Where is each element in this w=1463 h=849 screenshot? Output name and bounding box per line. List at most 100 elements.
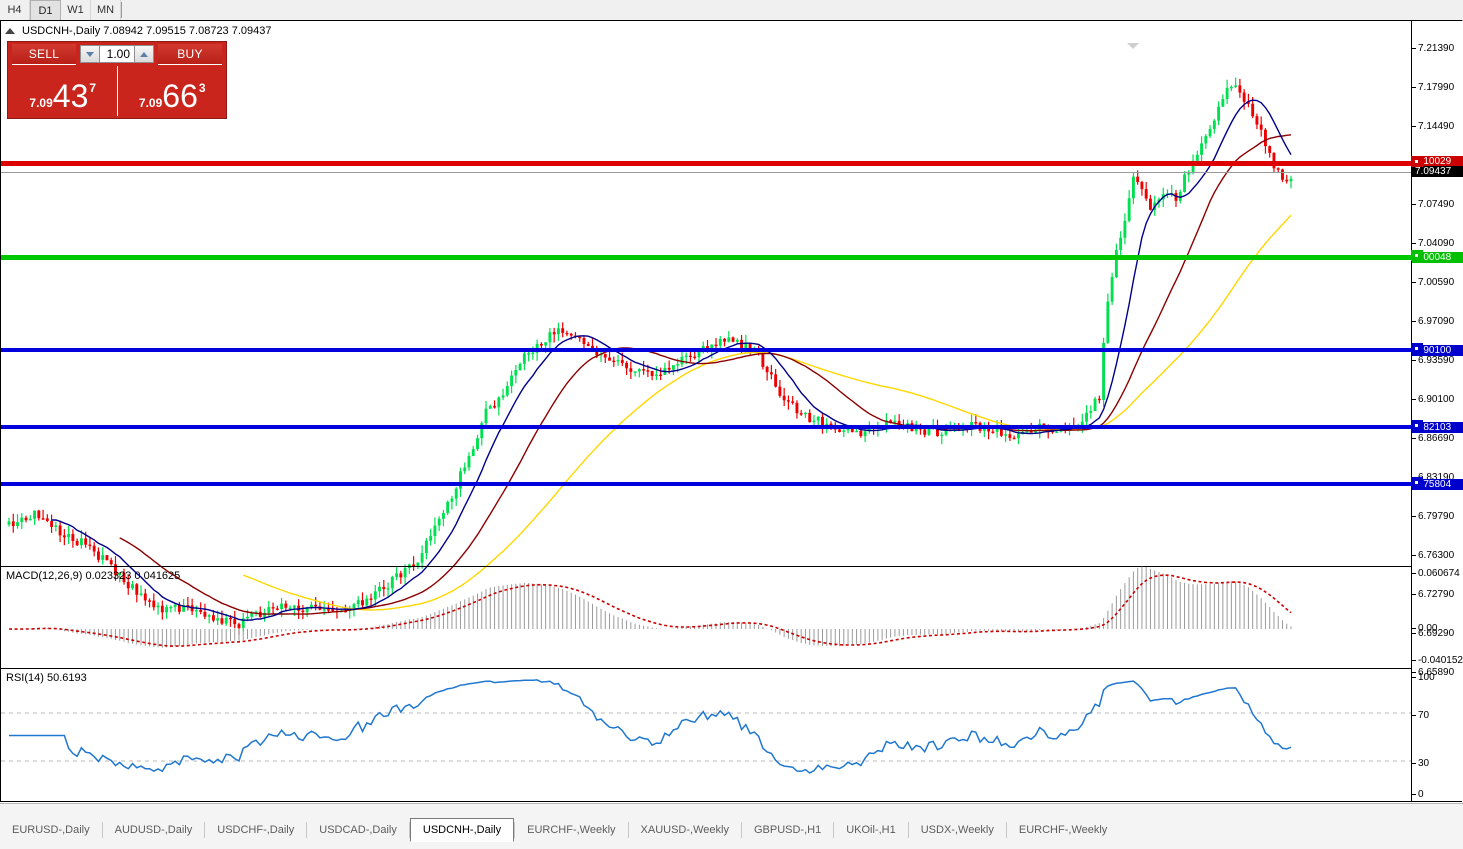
price-tick: 7.00590: [1412, 276, 1463, 288]
macd-series: [8, 566, 1292, 648]
chart-tab-audusd--daily[interactable]: AUDUSD-,Daily: [114, 824, 193, 836]
tab-divider: [627, 822, 629, 838]
oct-price-row: 7.09 43 7 7.09 66 3: [8, 66, 226, 116]
price-scale[interactable]: 7.213907.179907.144907.109907.074907.040…: [1411, 21, 1463, 801]
tab-divider: [204, 822, 206, 838]
tab-divider: [408, 822, 410, 838]
level-line-bid: [1, 172, 1411, 173]
indicator-tick: 0.060674: [1412, 567, 1463, 579]
timeframe-d1[interactable]: D1: [30, 0, 61, 20]
rsi-pane[interactable]: RSI(14) 50.6193: [1, 668, 1411, 801]
price-tick: 6.93590: [1412, 354, 1463, 366]
ask-price-button[interactable]: 7.09 66 3: [118, 66, 227, 116]
price-tick: 7.17990: [1412, 81, 1463, 93]
price-level-badge-support-6.90100[interactable]: 6.90100: [1412, 345, 1463, 356]
price-tick: 6.76300: [1412, 549, 1463, 561]
buy-button[interactable]: BUY: [158, 43, 222, 65]
rsi-series: [1, 679, 1411, 774]
price-tick: 6.90100: [1412, 393, 1463, 405]
chart-tab-eurusd--daily[interactable]: EURUSD-,Daily: [12, 824, 90, 836]
chart-tab-xauusd--weekly[interactable]: XAUUSD-,Weekly: [640, 824, 729, 836]
indicator-tick: 100: [1412, 671, 1463, 683]
volume-decrease-button[interactable]: [80, 45, 100, 63]
triangle-up-icon[interactable]: [5, 28, 15, 34]
rsi-label: RSI(14) 50.6193: [6, 672, 87, 684]
ask-price-fraction: 3: [198, 81, 206, 95]
bid-price-main: 43: [52, 78, 89, 114]
price-tick: 7.21390: [1412, 42, 1463, 54]
level-line-7000[interactable]: [1, 255, 1411, 260]
chart-header: USDCNH-,Daily 7.08942 7.09515 7.08723 7.…: [5, 25, 272, 37]
price-level-badge-support-7.00048[interactable]: 7.00048: [1412, 252, 1463, 263]
chart-tab-usdcad--daily[interactable]: USDCAD-,Daily: [319, 824, 397, 836]
ask-price-prefix: 7.09: [138, 96, 163, 110]
level-arrow-marker[interactable]: [1411, 250, 1423, 261]
toolbar-divider: [121, 2, 122, 18]
level-line-6821[interactable]: [1, 425, 1411, 429]
chart-tab-usdchf--daily[interactable]: USDCHF-,Daily: [217, 824, 295, 836]
price-tick: 7.07490: [1412, 198, 1463, 210]
price-tick: 6.97090: [1412, 315, 1463, 327]
price-tick: 6.72790: [1412, 588, 1463, 600]
volume-stepper[interactable]: 1.00: [80, 45, 154, 63]
tab-divider: [907, 822, 909, 838]
volume-input[interactable]: 1.00: [100, 45, 134, 63]
level-line-6758[interactable]: [1, 482, 1411, 486]
chart-symbol-ohlc: USDCNH-,Daily 7.08942 7.09515 7.08723 7.…: [22, 25, 272, 37]
indicator-tick: 70: [1412, 709, 1463, 721]
price-tick: 6.65890: [1412, 666, 1463, 678]
tab-divider: [101, 822, 103, 838]
level-arrow-marker[interactable]: [1411, 343, 1423, 354]
chart-frame[interactable]: USDCNH-,Daily 7.08942 7.09515 7.08723 7.…: [0, 20, 1463, 822]
chart-tab-gbpusd--h1[interactable]: GBPUSD-,H1: [753, 824, 822, 836]
chart-tab-ukoil--h1[interactable]: UKOil-,H1: [846, 824, 896, 836]
sell-button[interactable]: SELL: [12, 43, 76, 65]
price-tick: 6.79790: [1412, 510, 1463, 522]
timeframe-mn[interactable]: MN: [91, 0, 121, 20]
price-level-badge-ask-line[interactable]: 7.10029: [1412, 156, 1463, 167]
price-level-badge-support-6.82103[interactable]: 6.82103: [1412, 422, 1463, 433]
chevron-up-icon: [140, 51, 148, 57]
tab-divider: [306, 822, 308, 838]
tab-divider: [740, 822, 742, 838]
chart-tab-eurchf--weekly[interactable]: EURCHF-,Weekly: [527, 824, 616, 836]
level-arrow-marker[interactable]: [1411, 420, 1423, 431]
tab-divider: [1005, 822, 1007, 838]
level-line-ask[interactable]: [1, 161, 1411, 166]
one-click-trading-panel[interactable]: SELL 1.00 BUY 7.09 43 7 7.09 66 3: [7, 41, 227, 119]
oct-controls-row: SELL 1.00 BUY: [8, 42, 226, 66]
chevron-down-icon: [86, 51, 94, 57]
bid-price-prefix: 7.09: [29, 96, 53, 110]
price-level-badge-support-6.75804[interactable]: 6.75804: [1412, 479, 1463, 490]
macd-pane[interactable]: MACD(12,26,9) 0.023323 0.041625: [1, 566, 1411, 668]
price-tick: 6.86690: [1412, 432, 1463, 444]
macd-label: MACD(12,26,9) 0.023323 0.041625: [6, 570, 181, 582]
indicator-tick: 0: [1412, 788, 1463, 800]
ask-price-main: 66: [162, 78, 198, 114]
timeframe-w1[interactable]: W1: [61, 0, 91, 20]
price-tick: 6.69290: [1412, 627, 1463, 639]
price-tick: 7.04090: [1412, 237, 1463, 249]
timeframe-h4[interactable]: H4: [0, 0, 30, 20]
indicator-tick: 0.00: [1412, 622, 1463, 634]
timeframe-toolbar: H4 D1 W1 MN: [0, 0, 1463, 21]
volume-increase-button[interactable]: [134, 45, 154, 63]
bid-price-button[interactable]: 7.09 43 7: [8, 66, 118, 116]
indicator-tick: 30: [1412, 757, 1463, 769]
chart-tab-usdx--weekly[interactable]: USDX-,Weekly: [920, 824, 994, 836]
chart-tab-eurchf--weekly[interactable]: EURCHF-,Weekly: [1018, 824, 1108, 836]
chart-tab-bar: EURUSD-,Daily AUDUSD-,Daily USDCHF-,Daily U…: [0, 803, 1463, 849]
price-level-badge-bid-line[interactable]: 7.09437: [1412, 166, 1463, 177]
bid-price-fraction: 7: [89, 81, 97, 95]
level-arrow-marker[interactable]: [1411, 156, 1423, 167]
chart-tab-usdcnh--daily[interactable]: USDCNH-,Daily: [409, 818, 515, 842]
chart-scroll-handle[interactable]: [1127, 43, 1139, 50]
level-line-6901[interactable]: [1, 348, 1411, 352]
tab-divider: [514, 822, 516, 838]
tab-divider: [833, 822, 835, 838]
indicator-tick: -0.040152: [1412, 654, 1463, 666]
price-pane[interactable]: [1, 21, 1411, 635]
level-arrow-marker[interactable]: [1411, 477, 1423, 488]
price-tick: 7.14490: [1412, 120, 1463, 132]
